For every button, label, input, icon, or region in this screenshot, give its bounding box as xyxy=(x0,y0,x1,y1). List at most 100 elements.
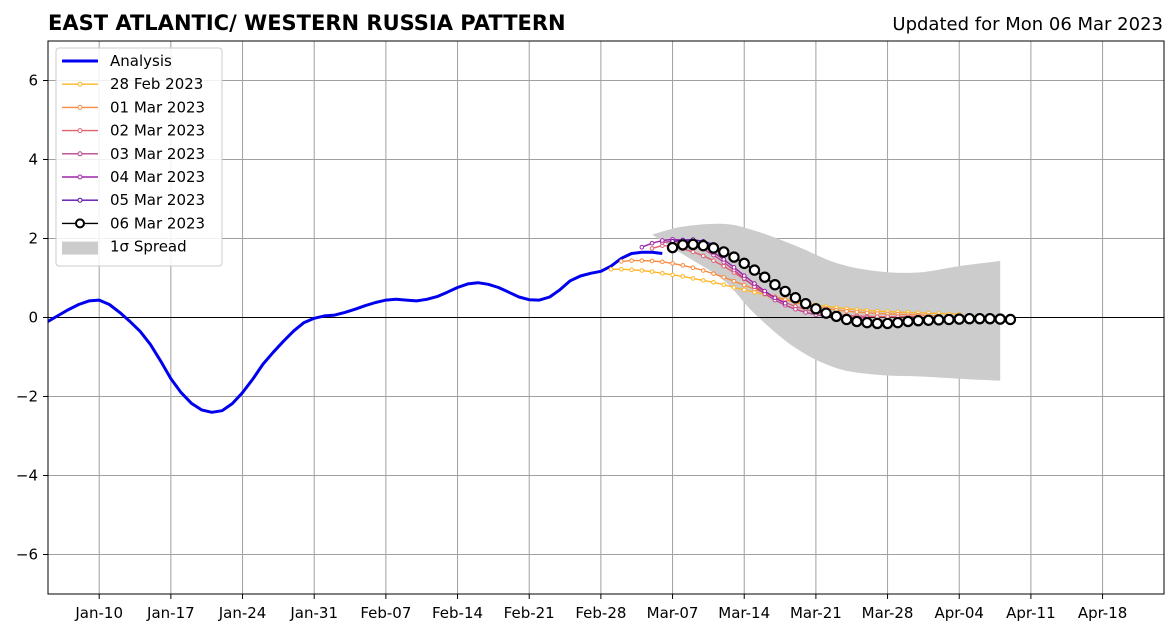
series-point xyxy=(871,317,884,330)
legend-label: 04 Mar 2023 xyxy=(110,168,205,186)
series-point xyxy=(690,276,696,281)
series-point xyxy=(690,265,696,271)
series-point xyxy=(810,303,822,315)
series-point xyxy=(748,264,761,276)
x-tick-label: Mar-07 xyxy=(647,604,699,622)
series-point xyxy=(741,273,747,278)
series-point xyxy=(700,253,706,259)
y-tick-label: −2 xyxy=(16,388,38,406)
series-point xyxy=(728,251,740,263)
legend-label: 1σ Spread xyxy=(110,238,187,256)
y-tick-label: −6 xyxy=(16,546,38,564)
series-point xyxy=(670,272,675,278)
legend-label: 02 Mar 2023 xyxy=(110,122,205,140)
series-group xyxy=(666,238,1017,330)
series-point xyxy=(769,279,781,291)
series-point xyxy=(738,257,750,270)
x-tick-label: Mar-14 xyxy=(718,604,770,622)
series-point xyxy=(731,278,737,284)
legend-item: 1σ Spread xyxy=(62,238,187,256)
x-tick-label: Mar-21 xyxy=(790,604,842,622)
series-point xyxy=(670,261,675,266)
series-point xyxy=(752,281,757,286)
legend-label: 05 Mar 2023 xyxy=(110,191,205,209)
series-point xyxy=(649,258,655,264)
series-point xyxy=(629,267,634,273)
series-point xyxy=(984,312,996,325)
series-point xyxy=(912,314,924,327)
series-line xyxy=(47,250,663,414)
y-tick-label: 0 xyxy=(28,309,38,327)
series-point xyxy=(707,242,720,254)
chart-title: EAST ATLANTIC/ WESTERN RUSSIA PATTERN xyxy=(48,11,566,35)
legend-label: Analysis xyxy=(110,52,172,70)
legend-marker xyxy=(77,174,83,180)
series-group xyxy=(47,250,663,414)
series-point xyxy=(902,315,914,328)
legend: Analysis 28 Feb 2023 01 Mar 2023 02 Mar 202… xyxy=(55,47,223,267)
series-point xyxy=(731,285,737,290)
legend-marker xyxy=(75,218,85,229)
series-point xyxy=(619,259,624,264)
chart-subtitle: Updated for Mon 06 Mar 2023 xyxy=(892,14,1163,35)
legend-box xyxy=(55,47,223,267)
axis-ticks: Jan-10 Jan-17 Jan-24 Jan-31 Feb-07 Feb-14 Feb-… xyxy=(16,72,1127,623)
legend-item: 02 Mar 2023 xyxy=(62,122,205,140)
series-point xyxy=(721,257,727,262)
series-point xyxy=(820,307,832,319)
series-point xyxy=(639,268,645,273)
series-point xyxy=(721,263,727,269)
y-tick-label: 6 xyxy=(28,72,38,90)
legend-item: 03 Mar 2023 xyxy=(62,145,205,163)
y-tick-label: 4 xyxy=(28,151,38,169)
series-point xyxy=(619,267,624,272)
series-point xyxy=(789,292,802,304)
series-point xyxy=(803,310,808,315)
series-point xyxy=(922,314,935,326)
series-point xyxy=(782,300,788,306)
series-point xyxy=(660,259,665,265)
series-point xyxy=(762,288,767,294)
legend-item: 28 Feb 2023 xyxy=(62,75,203,93)
series-point xyxy=(933,314,945,326)
series-point xyxy=(994,313,1006,325)
series-point xyxy=(1004,313,1017,326)
legend-swatch xyxy=(62,241,98,255)
series-point xyxy=(649,240,655,246)
legend-label: 01 Mar 2023 xyxy=(110,98,205,116)
series-point xyxy=(660,238,665,243)
x-tick-label: Jan-10 xyxy=(74,604,123,622)
x-tick-label: Feb-07 xyxy=(360,604,411,622)
x-tick-label: Jan-31 xyxy=(289,604,338,622)
series-point xyxy=(666,241,679,254)
series-point xyxy=(639,244,645,250)
series-point xyxy=(677,239,689,251)
legend-item: 05 Mar 2023 xyxy=(62,191,205,209)
series-point xyxy=(861,316,873,329)
series-point xyxy=(711,280,716,285)
x-tick-label: Apr-18 xyxy=(1078,604,1128,622)
series-point xyxy=(700,278,706,283)
x-tick-label: Feb-21 xyxy=(504,604,555,622)
series-point xyxy=(854,309,860,315)
legend-marker xyxy=(77,128,83,134)
series-point xyxy=(718,246,730,258)
series-point xyxy=(721,282,727,288)
series-point xyxy=(758,271,771,283)
series-point xyxy=(690,249,696,255)
series-point xyxy=(660,270,665,276)
series-point xyxy=(711,271,716,276)
series-lines xyxy=(47,236,1017,414)
series-point xyxy=(680,274,686,279)
legend-marker xyxy=(77,197,83,203)
series-point xyxy=(608,267,614,272)
series-point xyxy=(711,258,716,263)
legend-marker xyxy=(77,151,83,157)
series-point xyxy=(697,239,709,252)
series-point xyxy=(731,265,737,270)
series-point xyxy=(721,274,727,280)
series-point xyxy=(799,297,812,310)
legend-item: 06 Mar 2023 xyxy=(62,214,205,232)
x-tick-label: Mar-28 xyxy=(862,604,914,622)
legend-item: Analysis xyxy=(62,52,172,70)
